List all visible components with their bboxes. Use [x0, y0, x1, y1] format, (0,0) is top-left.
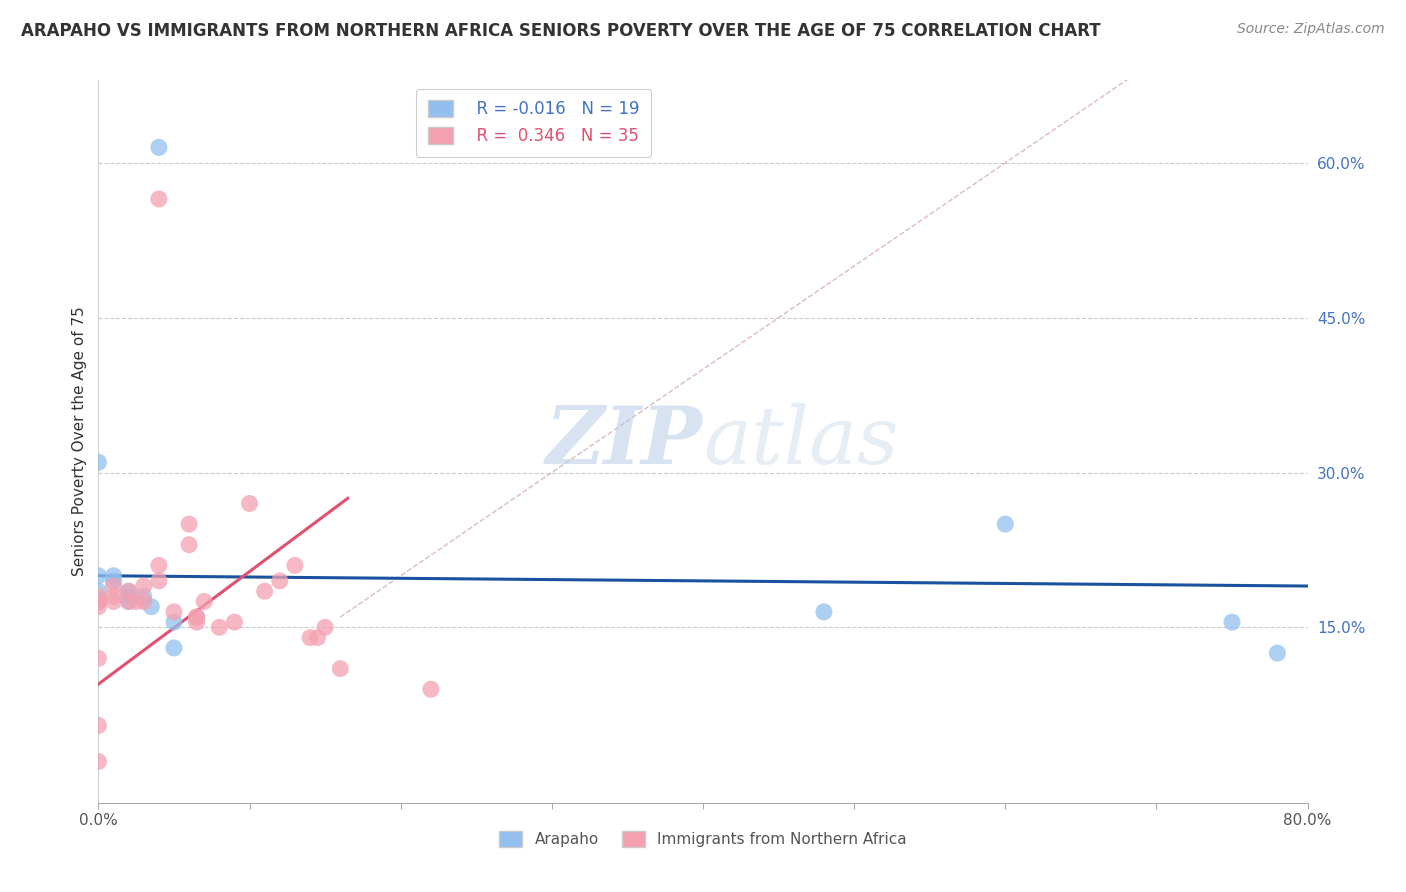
Point: [208, 620, 231, 634]
Point: [224, 615, 246, 630]
Text: Source: ZipAtlas.com: Source: ZipAtlas.com: [1237, 22, 1385, 37]
Point: [87, 594, 110, 608]
Point: [994, 517, 1017, 532]
Point: [329, 662, 352, 676]
Point: [813, 605, 835, 619]
Point: [148, 558, 170, 573]
Point: [103, 579, 125, 593]
Point: [87, 594, 110, 608]
Point: [186, 610, 208, 624]
Point: [148, 140, 170, 154]
Point: [239, 496, 262, 510]
Point: [186, 610, 208, 624]
Point: [132, 579, 155, 593]
Point: [132, 594, 155, 608]
Point: [186, 615, 208, 630]
Point: [1267, 646, 1289, 660]
Point: [148, 192, 170, 206]
Point: [141, 599, 163, 614]
Point: [179, 538, 201, 552]
Point: [87, 584, 110, 599]
Point: [148, 574, 170, 588]
Point: [284, 558, 307, 573]
Point: [103, 594, 125, 608]
Point: [420, 682, 443, 697]
Point: [87, 594, 110, 608]
Point: [307, 631, 329, 645]
Text: ZIP: ZIP: [546, 403, 703, 480]
Point: [193, 594, 215, 608]
Point: [87, 590, 110, 604]
Point: [118, 590, 141, 604]
Point: [163, 615, 186, 630]
Point: [163, 640, 186, 655]
Point: [269, 574, 291, 588]
Point: [87, 651, 110, 665]
Point: [87, 599, 110, 614]
Point: [125, 594, 148, 608]
Point: [1220, 615, 1243, 630]
Text: atlas: atlas: [703, 403, 898, 480]
Point: [163, 605, 186, 619]
Y-axis label: Seniors Poverty Over the Age of 75: Seniors Poverty Over the Age of 75: [72, 307, 87, 576]
Point: [299, 631, 322, 645]
Legend: Arapaho, Immigrants from Northern Africa: Arapaho, Immigrants from Northern Africa: [494, 825, 912, 853]
Point: [103, 590, 125, 604]
Point: [253, 584, 276, 599]
Point: [179, 517, 201, 532]
Point: [103, 568, 125, 582]
Point: [87, 755, 110, 769]
Point: [132, 590, 155, 604]
Point: [87, 568, 110, 582]
Point: [118, 594, 141, 608]
Point: [118, 584, 141, 599]
Point: [118, 584, 141, 599]
Point: [87, 718, 110, 732]
Point: [118, 594, 141, 608]
Text: ARAPAHO VS IMMIGRANTS FROM NORTHERN AFRICA SENIORS POVERTY OVER THE AGE OF 75 CO: ARAPAHO VS IMMIGRANTS FROM NORTHERN AFRI…: [21, 22, 1101, 40]
Point: [87, 455, 110, 469]
Point: [314, 620, 336, 634]
Point: [103, 574, 125, 588]
